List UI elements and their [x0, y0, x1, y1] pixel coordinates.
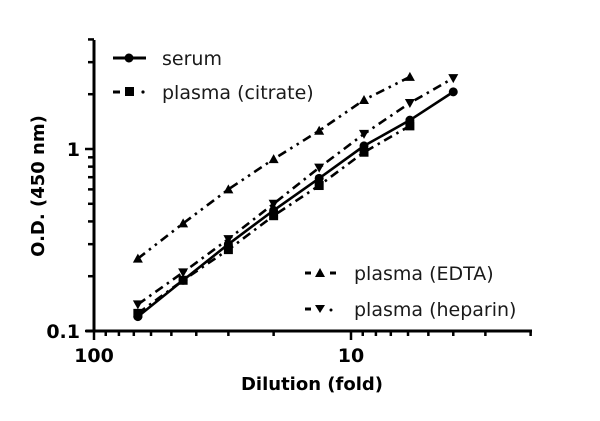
circle-marker-icon	[448, 87, 458, 97]
legend-item-citrate: plasma (citrate)	[113, 82, 314, 104]
series-plasma-heparin-	[132, 74, 459, 310]
y-axis: 1 0.1 O.D. (450 nm)	[28, 38, 96, 343]
triangle-up-marker-icon	[404, 71, 415, 81]
series-plasma-citrate-	[133, 121, 415, 318]
triangle-down-marker-icon	[132, 300, 143, 310]
square-marker-icon	[359, 147, 369, 157]
plot-series	[132, 71, 459, 322]
triangle-down-marker-icon	[404, 98, 415, 108]
triangle-down-marker-icon	[223, 235, 234, 245]
triangle-up-marker-icon	[178, 218, 189, 228]
triangle-up-marker-icon	[359, 94, 370, 104]
x-axis-title: Dilution (fold)	[241, 374, 383, 395]
triangle-up-marker-icon	[132, 253, 143, 263]
square-marker-icon	[314, 181, 324, 191]
legend-top: serum plasma (citrate)	[113, 48, 314, 104]
x-axis: 100 10 Dilution (fold)	[74, 329, 532, 395]
legend-item-heparin: plasma (heparin)	[305, 299, 516, 321]
square-marker-icon	[223, 245, 233, 255]
triangle-up-marker-icon	[223, 184, 234, 194]
triangle-up-marker-icon	[315, 268, 325, 277]
legend-label-serum: serum	[162, 48, 222, 70]
triangle-up-marker-icon	[268, 154, 279, 164]
x-tick-label-10: 10	[338, 345, 364, 367]
triangle-down-marker-icon	[359, 129, 370, 139]
square-marker-icon	[178, 275, 188, 285]
series-plasma-edta-	[132, 71, 415, 263]
x-tick-label-100: 100	[74, 345, 114, 367]
legend-label-edta: plasma (EDTA)	[354, 263, 494, 285]
legend-label-citrate: plasma (citrate)	[162, 82, 314, 104]
y-tick-label-0.1: 0.1	[46, 321, 80, 343]
square-marker-icon	[269, 211, 279, 221]
triangle-down-marker-icon	[314, 163, 325, 173]
square-marker-icon	[133, 308, 143, 318]
legend-item-edta: plasma (EDTA)	[305, 263, 494, 285]
square-marker-icon	[405, 121, 415, 131]
square-marker-icon	[125, 87, 134, 96]
triangle-down-marker-icon	[448, 74, 459, 84]
triangle-down-marker-icon	[268, 199, 279, 209]
triangle-down-marker-icon	[315, 305, 325, 313]
circle-marker-icon	[314, 173, 324, 183]
y-tick-label-1: 1	[67, 139, 80, 161]
triangle-down-marker-icon	[178, 268, 189, 278]
legend-item-serum: serum	[113, 48, 222, 70]
y-axis-title: O.D. (450 nm)	[28, 115, 49, 257]
circle-marker-icon	[124, 53, 134, 63]
legend-label-heparin: plasma (heparin)	[354, 299, 516, 321]
triangle-up-marker-icon	[314, 125, 325, 135]
legend-bottom: plasma (EDTA) plasma (heparin)	[305, 263, 516, 321]
